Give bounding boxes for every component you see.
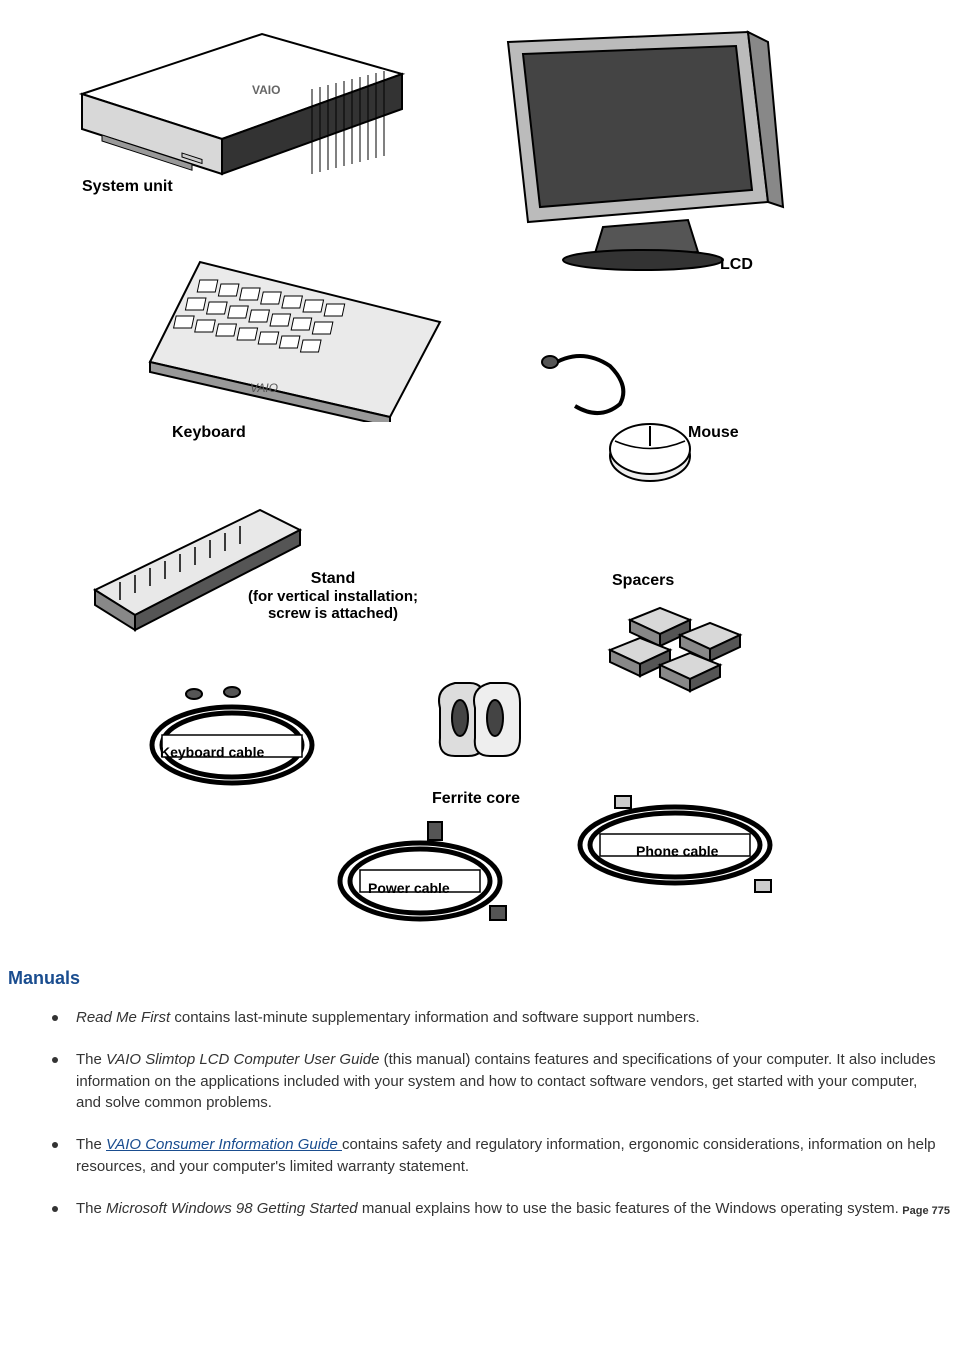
phone-cable-label: Phone cable: [636, 843, 718, 859]
power-cable-label: Power cable: [368, 880, 450, 896]
manual-desc: contains last-minute supplementary infor…: [170, 1009, 699, 1026]
vaio-consumer-guide-link[interactable]: VAIO Consumer Information Guide: [106, 1136, 342, 1153]
list-item: The VAIO Slimtop LCD Computer User Guide…: [52, 1049, 946, 1114]
ferrite-core-figure: [410, 668, 540, 793]
spacers-label: Spacers: [612, 572, 674, 590]
ferrite-core-icon: [410, 668, 540, 788]
lcd-icon: [468, 22, 788, 272]
manual-pre: The: [76, 1136, 106, 1153]
document-page: VAIO System unit LCD: [0, 0, 954, 1219]
list-item: The VAIO Consumer Information Guide cont…: [52, 1134, 946, 1178]
power-cable-icon: [320, 816, 520, 936]
manual-desc: manual explains how to use the basic fea…: [358, 1200, 899, 1217]
mouse-figure: [520, 336, 720, 501]
keyboard-icon: VAIO: [140, 232, 450, 422]
list-item: Read Me First contains last-minute suppl…: [52, 1007, 946, 1029]
keyboard-label: Keyboard: [172, 424, 246, 442]
keyboard-cable-figure: [132, 680, 332, 805]
keyboard-figure: VAIO: [140, 232, 450, 427]
manual-title: Read Me First: [76, 1009, 170, 1026]
manual-title: Microsoft Windows 98 Getting Started: [106, 1200, 358, 1217]
keyboard-cable-label: Keyboard cable: [160, 744, 264, 760]
system-unit-label: System unit: [82, 178, 173, 196]
manual-title: VAIO Slimtop LCD Computer User Guide: [106, 1051, 379, 1068]
svg-text:VAIO: VAIO: [250, 381, 278, 395]
lcd-label: LCD: [720, 256, 753, 274]
manuals-section: Manuals Read Me First contains last-minu…: [0, 960, 954, 1219]
manual-pre: The: [76, 1200, 106, 1217]
list-item: The Microsoft Windows 98 Getting Started…: [52, 1198, 946, 1220]
page-number: Page 775: [902, 1205, 950, 1217]
system-unit-icon: VAIO: [62, 14, 422, 194]
stand-label-sub: (for vertical installation;screw is atta…: [238, 588, 428, 622]
mouse-label: Mouse: [688, 424, 739, 442]
manuals-heading: Manuals: [8, 968, 946, 989]
manuals-list: Read Me First contains last-minute suppl…: [8, 1007, 946, 1219]
system-unit-figure: VAIO: [62, 14, 422, 199]
stand-label: Stand (for vertical installation;screw i…: [238, 570, 428, 622]
svg-text:VAIO: VAIO: [252, 83, 280, 97]
lcd-figure: [468, 22, 788, 277]
spacers-icon: [580, 590, 780, 710]
ferrite-core-label: Ferrite core: [432, 790, 520, 808]
mouse-icon: [520, 336, 720, 496]
power-cable-figure: [320, 816, 520, 941]
components-illustration: VAIO System unit LCD: [0, 0, 954, 960]
stand-label-main: Stand: [311, 570, 355, 587]
spacers-figure: [580, 590, 780, 715]
manual-pre: The: [76, 1051, 106, 1068]
keyboard-cable-icon: [132, 680, 332, 800]
